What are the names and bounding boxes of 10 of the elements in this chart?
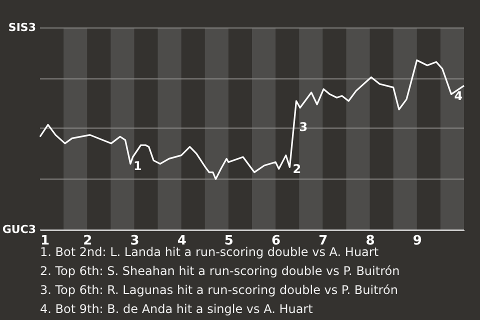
annotation: 4 [454,89,463,104]
ref-line-label: GUC3 [2,223,36,236]
ref-line-label: SIS3 [8,21,36,34]
annotation: 2 [292,162,302,176]
text: 4. Bot 9th: B. de Anda hit a single vs A. Huart [40,301,314,318]
text: 3. Top 6th: R. Lagunas hit a run-scoring double vs P. Buitrón [40,282,399,299]
text: 2. Top 6th: S. Sheahan hit a run-scoring double vs P. Buitrón [40,263,400,280]
x-tick-label: 9 [412,234,422,248]
annotation: 1 [133,158,142,173]
annotation: 3 [299,120,308,134]
